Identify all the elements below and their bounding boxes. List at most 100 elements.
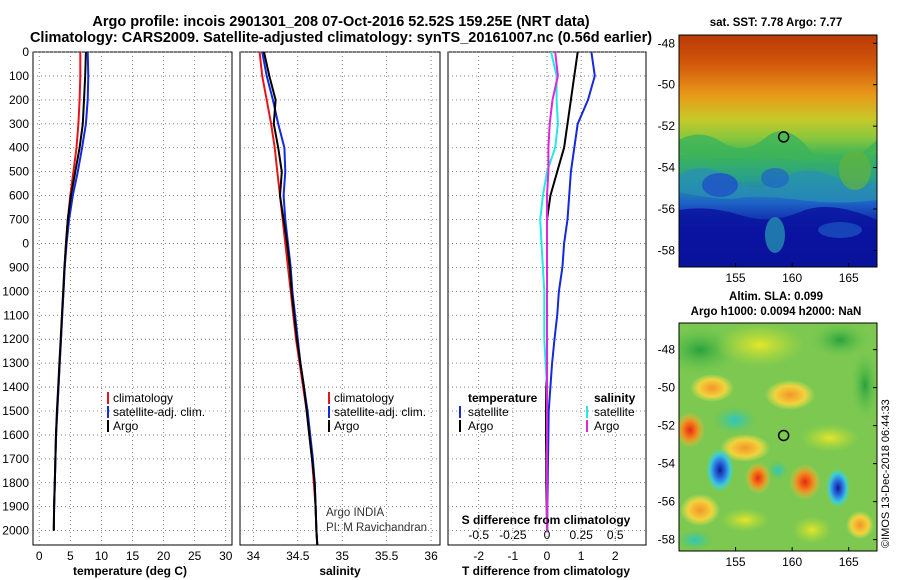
- s-diff-tick-label: -0.5: [468, 528, 489, 542]
- series-line-argo: [52, 51, 87, 531]
- difference-legend: temperature satellite Argo salinity sate…: [459, 391, 636, 433]
- depth-tick-label: 1200: [2, 332, 29, 346]
- x-tick-label: 34.5: [286, 549, 310, 563]
- legend-label-climatology: climatology: [113, 391, 173, 405]
- legend-label-s-satellite: satellite: [594, 405, 635, 419]
- depth-tick-label: 500: [9, 165, 29, 179]
- s-difference-axis-label: S difference from climatology: [462, 513, 631, 527]
- legend-title-salinity: salinity: [594, 391, 636, 405]
- x-tick-label: 5: [67, 549, 74, 563]
- depth-tick-label: 300: [9, 117, 29, 131]
- profile-x-tick-labels: 0 5 10 15 20 25 30 34 34.5 35 35.5 36 -2 -1 0 1 2 -0.5 -0.…: [36, 528, 624, 563]
- map-lat-label: -56: [658, 202, 676, 216]
- x-tick-label: 15: [126, 549, 140, 563]
- depth-tick-label: 600: [9, 189, 29, 203]
- depth-tick-label: 0: [22, 236, 29, 250]
- map-lon-label: 160: [782, 271, 802, 285]
- sst-map-title: sat. SST: 7.78 Argo: 7.77: [710, 17, 843, 29]
- map-lat-label: -48: [658, 343, 676, 357]
- t-difference-axis-label: T difference from climatology: [462, 564, 630, 578]
- depth-tick-label: 1500: [2, 404, 29, 418]
- profile-series-lines: [52, 51, 596, 546]
- x-tick-label: 20: [157, 549, 171, 563]
- temperature-legend: climatology satellite-adj. clim. Argo: [107, 391, 205, 433]
- legend-label-satellite: satellite-adj. clim.: [113, 405, 205, 419]
- legend-label-t-satellite: satellite: [468, 405, 509, 419]
- figure-title-line1: Argo profile: incois 2901301_208 07-Oct-…: [92, 14, 589, 30]
- map-lat-label: -50: [658, 381, 676, 395]
- s-diff-tick-label: -0.25: [499, 528, 527, 542]
- sla-heatmap: [679, 323, 877, 551]
- sla-map-title-2: Argo h1000: 0.0094 h2000: NaN: [691, 306, 862, 318]
- x-tick-label: -1: [508, 549, 519, 563]
- legend-label-s-argo: Argo: [594, 419, 620, 433]
- depth-tick-label: 1000: [2, 284, 29, 298]
- imos-stamp: ©IMOS 13-Dec-2018 06:44:33: [880, 399, 892, 548]
- legend-label-satellite: satellite-adj. clim.: [334, 405, 426, 419]
- salinity-panel: [239, 51, 441, 546]
- depth-tick-label: 400: [9, 141, 29, 155]
- map-lat-label: -56: [658, 495, 676, 509]
- legend-label-climatology: climatology: [334, 391, 394, 405]
- depth-tick-label: 100: [9, 69, 29, 83]
- argo-india-note: Argo INDIA: [326, 507, 384, 519]
- pi-note: PI: M Ravichandran: [326, 522, 427, 534]
- depth-tick-label: 1300: [2, 356, 29, 370]
- depth-tick-label: 1400: [2, 380, 29, 394]
- depth-tick-label: 900: [9, 260, 29, 274]
- x-tick-label: 34: [247, 549, 261, 563]
- salinity-legend: climatology satellite-adj. clim. Argo Ar…: [326, 391, 427, 534]
- depth-tick-label: 200: [9, 93, 29, 107]
- x-tick-label: 36: [424, 549, 438, 563]
- series-line-salinity-argo: [546, 51, 559, 531]
- depth-tick-label: 1800: [2, 476, 29, 490]
- map-lon-label: 160: [782, 555, 802, 569]
- s-diff-tick-label: 0.25: [569, 528, 593, 542]
- argo-position-marker-sst: [777, 131, 790, 143]
- x-tick-label: 0: [36, 549, 43, 563]
- depth-tick-label: 1100: [3, 308, 29, 322]
- figure-title-line2: Climatology: CARS2009. Satellite-adjuste…: [30, 30, 652, 46]
- x-tick-label: 2: [612, 549, 619, 563]
- s-diff-tick-label: 0: [544, 528, 551, 542]
- map-lat-label: -58: [658, 243, 676, 257]
- x-tick-label: 1: [578, 549, 585, 563]
- legend-label-argo: Argo: [334, 419, 360, 433]
- x-tick-label: 0: [544, 549, 551, 563]
- map-lat-label: -50: [658, 78, 676, 92]
- temperature-axis-label: temperature (deg C): [73, 564, 187, 578]
- x-tick-label: -2: [473, 549, 484, 563]
- depth-tick-label: 1700: [2, 452, 29, 466]
- x-tick-label: 35: [336, 549, 350, 563]
- depth-tick-label: 1600: [2, 428, 29, 442]
- sst-heatmap: [679, 35, 877, 267]
- depth-tick-label: 1900: [2, 500, 29, 514]
- map-lon-label: 165: [839, 555, 859, 569]
- map-lon-label: 155: [726, 271, 746, 285]
- s-diff-tick-label: 0.5: [607, 528, 624, 542]
- x-tick-label: 30: [219, 549, 233, 563]
- series-line-temperature-satellite: [546, 51, 596, 531]
- temperature-panel: [32, 51, 233, 546]
- salinity-axis-label: salinity: [319, 564, 361, 578]
- legend-title-temperature: temperature: [468, 391, 538, 405]
- map-lon-label: 155: [726, 555, 746, 569]
- map-lon-label: 165: [839, 271, 859, 285]
- x-tick-label: 10: [95, 549, 109, 563]
- depth-tick-label: 700: [9, 213, 29, 227]
- legend-label-argo: Argo: [113, 419, 139, 433]
- x-tick-label: 35.5: [375, 549, 399, 563]
- x-tick-label: 25: [188, 549, 202, 563]
- map-lat-label: -48: [658, 36, 676, 50]
- map-lat-label: -58: [658, 533, 676, 547]
- depth-tick-label: 2000: [2, 524, 29, 538]
- sla-map-ticks: 155 160 165 -48 -50 -52 -54 -56 -58: [658, 343, 877, 569]
- map-lat-label: -52: [658, 419, 676, 433]
- argo-position-marker-sla: [777, 429, 790, 442]
- map-lat-label: -52: [658, 119, 676, 133]
- legend-label-t-argo: Argo: [468, 419, 494, 433]
- sst-map-ticks: 155 160 165 -48 -50 -52 -54 -56 -58: [658, 36, 877, 285]
- profile-grids: [33, 51, 646, 545]
- map-lat-label: -54: [658, 161, 676, 175]
